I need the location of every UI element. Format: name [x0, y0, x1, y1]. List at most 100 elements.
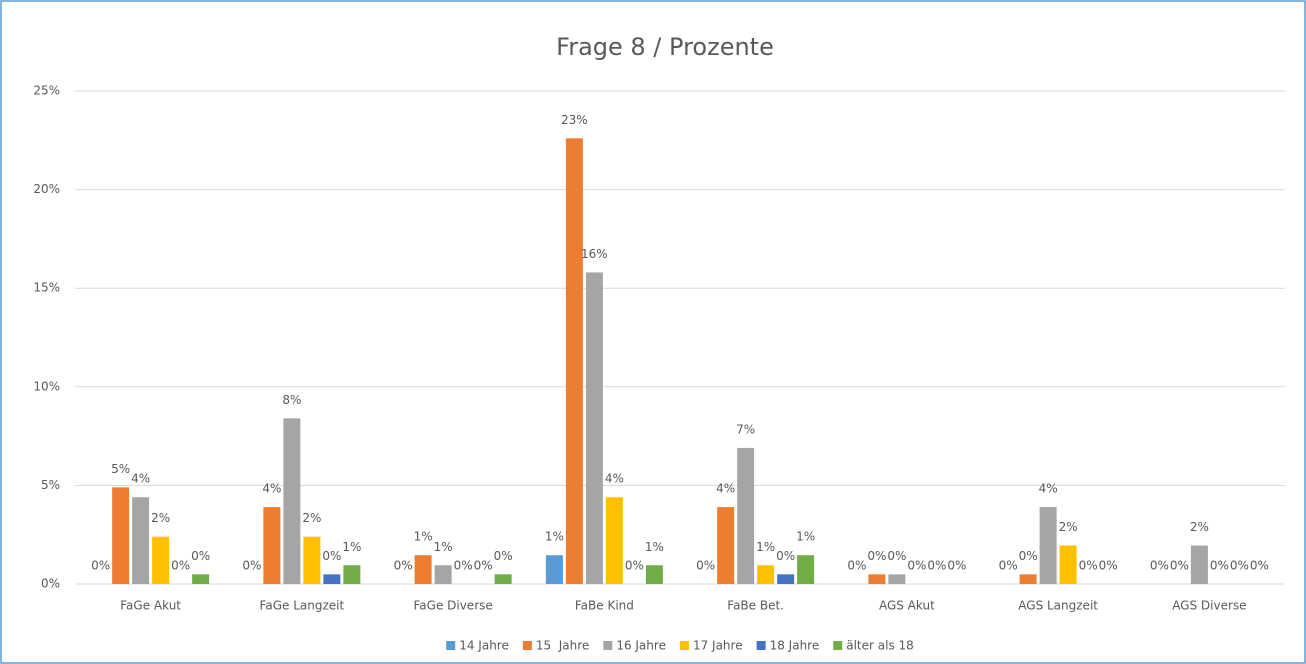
data-label: 1%	[645, 540, 664, 554]
bar	[888, 574, 906, 584]
bar	[283, 418, 301, 584]
data-label: 0%	[171, 559, 190, 573]
data-label: 0%	[625, 559, 644, 573]
data-label: 1%	[434, 540, 453, 554]
data-label: 5%	[111, 462, 130, 476]
bar	[545, 555, 563, 584]
data-label: 2%	[1190, 520, 1209, 534]
data-label: 1%	[414, 530, 433, 544]
bar	[1190, 545, 1208, 584]
bar	[343, 565, 361, 584]
data-label: 0%	[1250, 559, 1269, 573]
bar	[494, 574, 512, 584]
y-tick-label: 5%	[41, 478, 60, 492]
data-label: 1%	[796, 530, 815, 544]
data-label: 0%	[91, 559, 110, 573]
bar	[112, 487, 130, 584]
bar	[132, 497, 150, 584]
data-label: 1%	[342, 540, 361, 554]
x-tick-label: FaGe Akut	[120, 599, 181, 613]
data-label: 8%	[282, 393, 301, 407]
bar	[1059, 545, 1077, 584]
bar	[303, 536, 321, 584]
bar	[797, 555, 815, 584]
data-label: 2%	[302, 511, 321, 525]
bar	[777, 574, 795, 584]
bar	[757, 565, 775, 584]
data-label: 0%	[494, 549, 513, 563]
legend-label: 14 Jahre	[459, 639, 509, 653]
legend-swatch	[603, 641, 613, 650]
data-label: 0%	[1150, 559, 1169, 573]
legend-swatch	[446, 641, 456, 650]
data-label: 0%	[242, 559, 261, 573]
data-label: 0%	[474, 559, 493, 573]
data-label: 0%	[696, 559, 715, 573]
data-label: 0%	[907, 559, 926, 573]
data-label: 0%	[1210, 559, 1229, 573]
data-label: 0%	[1079, 559, 1098, 573]
bar	[152, 536, 170, 584]
y-tick-label: 10%	[33, 379, 60, 393]
chart-title: Frage 8 / Prozente	[556, 33, 774, 61]
x-tick-label: AGS Langzeit	[1018, 599, 1098, 613]
bar	[434, 565, 452, 584]
bar	[585, 272, 603, 584]
data-label: 2%	[1059, 520, 1078, 534]
data-label: 0%	[887, 549, 906, 563]
data-label: 0%	[1230, 559, 1249, 573]
x-tick-label: FaBe Kind	[575, 599, 634, 613]
bar	[565, 138, 583, 584]
bar	[323, 574, 341, 584]
data-label: 0%	[322, 549, 341, 563]
bar	[868, 574, 886, 584]
y-tick-label: 15%	[33, 281, 60, 295]
data-label: 16%	[581, 247, 608, 261]
y-tick-label: 0%	[41, 577, 60, 591]
bar	[645, 565, 663, 584]
x-tick-label: AGS Akut	[879, 599, 935, 613]
legend-swatch	[522, 641, 532, 650]
x-tick-label: FaGe Langzeit	[260, 599, 345, 613]
bar	[414, 555, 432, 584]
legend-label: 17 Jahre	[693, 639, 743, 653]
legend-label: 18 Jahre	[770, 639, 820, 653]
bar	[1039, 507, 1057, 584]
bar	[1019, 574, 1037, 584]
data-label: 0%	[454, 559, 473, 573]
data-label: 2%	[151, 511, 170, 525]
data-label: 0%	[847, 559, 866, 573]
data-label: 4%	[131, 472, 150, 486]
legend-swatch	[833, 641, 843, 650]
y-tick-label: 20%	[33, 182, 60, 196]
data-label: 1%	[756, 540, 775, 554]
data-label: 1%	[545, 530, 564, 544]
bar	[263, 507, 281, 584]
bar	[605, 497, 623, 584]
data-label: 0%	[191, 549, 210, 563]
data-label: 0%	[1170, 559, 1189, 573]
bar	[717, 507, 735, 584]
data-label: 0%	[927, 559, 946, 573]
data-label: 0%	[999, 559, 1018, 573]
x-tick-label: FaGe Diverse	[413, 599, 492, 613]
legend-label: älter als 18	[846, 639, 914, 653]
data-label: 0%	[867, 549, 886, 563]
data-label: 0%	[1019, 549, 1038, 563]
legend-label: 16 Jahre	[616, 639, 666, 653]
legend-label: 15 Jahre	[536, 639, 589, 653]
data-label: 4%	[605, 472, 624, 486]
x-tick-label: FaBe Bet.	[727, 599, 784, 613]
data-label: 0%	[947, 559, 966, 573]
data-label: 4%	[262, 482, 281, 496]
legend-swatch	[679, 641, 689, 650]
data-label: 0%	[394, 559, 413, 573]
x-tick-label: AGS Diverse	[1172, 599, 1246, 613]
bar	[737, 447, 755, 584]
data-label: 4%	[716, 482, 735, 496]
data-label: 7%	[736, 422, 755, 436]
data-label: 4%	[1039, 482, 1058, 496]
data-label: 0%	[776, 549, 795, 563]
